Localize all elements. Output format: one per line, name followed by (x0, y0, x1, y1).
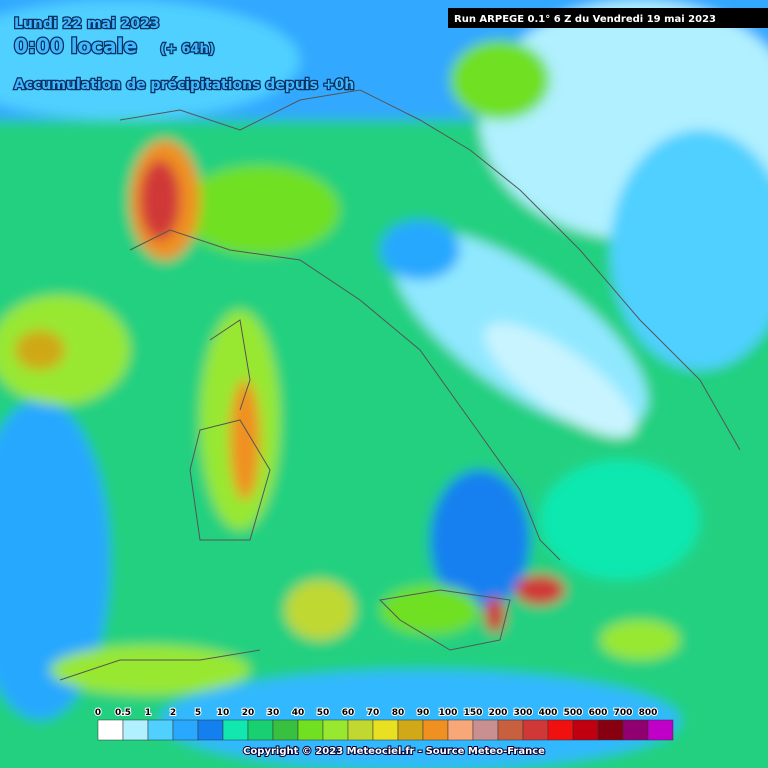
run-info: Run ARPEGE 0.1° 6 Z du Vendredi 19 mai 2… (454, 14, 716, 25)
legend-swatch (522, 719, 549, 741)
legend-swatch (597, 719, 624, 741)
legend-swatch (122, 719, 149, 741)
legend-label: 90 (417, 708, 430, 718)
legend-swatch (497, 719, 524, 741)
time: 0:00 locale (14, 34, 137, 58)
legend-label: 10 (217, 708, 230, 718)
legend-label: 30 (267, 708, 280, 718)
legend-swatch (147, 719, 174, 741)
legend-label: 500 (564, 708, 583, 718)
legend-label: 100 (439, 708, 458, 718)
legend-label: 2 (170, 708, 176, 718)
legend-label: 20 (242, 708, 255, 718)
legend-label: 50 (317, 708, 330, 718)
offset: (+ 64h) (160, 42, 215, 57)
legend-swatch (197, 719, 224, 741)
legend-swatch (347, 719, 374, 741)
legend-swatch (447, 719, 474, 741)
product: Accumulation de précipitations depuis +0… (14, 77, 354, 93)
legend-label: 0.5 (115, 708, 131, 718)
legend-label: 300 (514, 708, 533, 718)
legend-swatch (272, 719, 299, 741)
legend: 0 0.5 1 2 5 10 20 30 40 50 60 70 80 90 100 150 200 300 400… (94, 707, 674, 741)
legend-swatch (647, 719, 674, 741)
borders (59, 89, 741, 681)
legend-swatch (372, 719, 399, 741)
legend-label: 70 (367, 708, 380, 718)
legend-label: 5 (195, 708, 201, 718)
legend-swatch (247, 719, 274, 741)
legend-label: 40 (292, 708, 305, 718)
legend-label: 400 (539, 708, 558, 718)
legend-label: 0 (95, 708, 101, 718)
legend-label: 600 (589, 708, 608, 718)
legend-label: 60 (342, 708, 355, 718)
date: Lundi 22 mai 2023 (14, 16, 160, 32)
legend-label: 80 (392, 708, 405, 718)
legend-label: 1 (145, 708, 151, 718)
copyright: Copyright © 2023 Meteociel.fr - Source M… (243, 746, 545, 757)
legend-swatch (322, 719, 349, 741)
legend-swatch (472, 719, 499, 741)
legend-swatch (97, 719, 124, 741)
legend-label: 700 (614, 708, 633, 718)
legend-label: 200 (489, 708, 508, 718)
legend-swatch (222, 719, 249, 741)
legend-swatch (622, 719, 649, 741)
legend-swatch (547, 719, 574, 741)
legend-swatch (172, 719, 199, 741)
run-box (448, 8, 768, 28)
legend-label: 800 (639, 708, 658, 718)
legend-swatch (572, 719, 599, 741)
legend-swatch (397, 719, 424, 741)
legend-swatch (422, 719, 449, 741)
legend-label: 150 (464, 708, 483, 718)
legend-swatch (297, 719, 324, 741)
